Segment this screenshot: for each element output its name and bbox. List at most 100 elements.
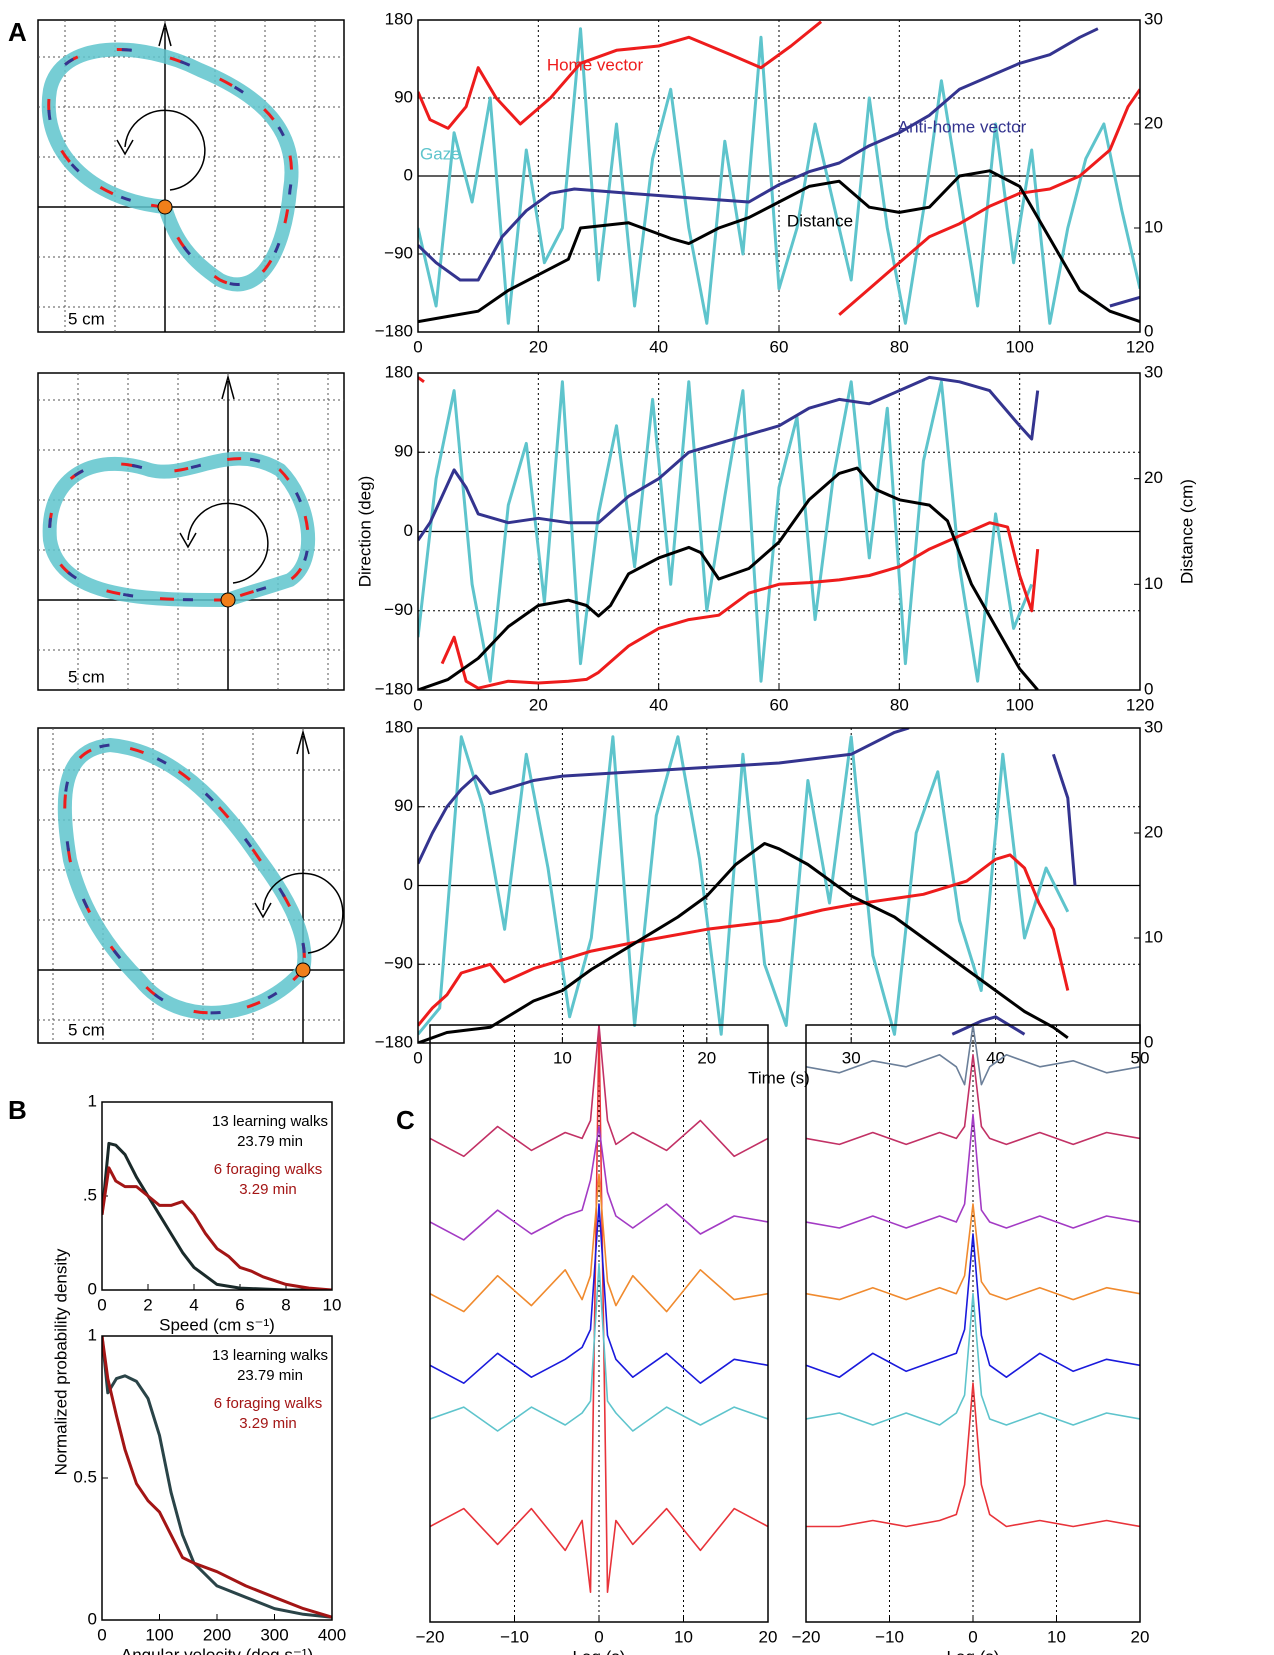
x-tick-label: 20: [1131, 1627, 1150, 1646]
x-axis-label: Lag (s): [573, 1647, 626, 1655]
x-tick-label: 10: [323, 1295, 342, 1314]
series-line: [418, 20, 1140, 316]
series-line: [102, 1336, 332, 1619]
x-tick-label: 20: [697, 1048, 716, 1067]
y-tick-label: 0: [404, 875, 413, 894]
y-tick-label: 180: [385, 717, 413, 736]
series-line: [418, 169, 1140, 324]
north-arrow: [296, 729, 310, 755]
y-tick-label: −180: [375, 679, 413, 698]
x-tick-label: 6: [235, 1295, 244, 1314]
x-tick-label: −20: [792, 1627, 821, 1646]
x-tick-label: 100: [1005, 695, 1033, 714]
y-tick-label: −90: [384, 600, 413, 619]
trajectory-path: [47, 48, 293, 286]
y-tick-label: .5: [83, 1185, 97, 1204]
x-tick-label: 300: [260, 1625, 288, 1644]
x-tick-label: 120: [1126, 337, 1154, 356]
turn-arrow-head: [116, 139, 134, 156]
series-line: [418, 466, 1039, 690]
series-line: [806, 1233, 1140, 1378]
y-tick-label: 180: [385, 362, 413, 381]
x-tick-label: 0: [97, 1295, 106, 1314]
y2-tick-label: 20: [1144, 113, 1163, 132]
trajectory-frame: [37, 727, 345, 1044]
x-tick-label: 20: [529, 337, 548, 356]
x-tick-label: 0: [594, 1627, 603, 1646]
series-line: [430, 1263, 768, 1432]
annotation: 23.79 min: [237, 1133, 303, 1150]
turn-arrow: [187, 502, 269, 584]
series-line: [418, 27, 1140, 325]
x-axis-label: Speed (cm s⁻¹): [159, 1315, 275, 1334]
annotation: 6 foraging walks: [214, 1395, 322, 1412]
north-arrow: [158, 21, 172, 47]
x-tick-label: 0: [413, 695, 422, 714]
x-tick-label: 10: [1047, 1627, 1066, 1646]
y-tick-label: 1: [88, 1325, 97, 1344]
series-line: [418, 842, 1069, 1043]
annotation: 3.29 min: [239, 1415, 297, 1432]
x-tick-label: 20: [529, 695, 548, 714]
scale-label: 5 cm: [68, 309, 105, 328]
series-line: [806, 1382, 1140, 1528]
y-tick-label: 0: [88, 1609, 97, 1628]
nest: [295, 962, 311, 978]
series-line: [418, 735, 1070, 1036]
x-tick-label: 120: [1126, 695, 1154, 714]
plot-frame: [429, 1024, 769, 1623]
series-line: [806, 1054, 1140, 1146]
plot-frame: [101, 1335, 333, 1621]
y-axis-label: Normalized probability density: [51, 1248, 70, 1475]
y2-tick-label: 30: [1144, 9, 1163, 28]
y2-tick-label: 30: [1144, 362, 1163, 381]
trajectory-path: [48, 457, 310, 602]
x-tick-label: 0: [413, 337, 422, 356]
x-tick-label: 400: [318, 1625, 346, 1644]
x-axis-label: Angular velocity (deg s⁻¹): [121, 1645, 313, 1655]
x-tick-label: 30: [842, 1048, 861, 1067]
x-tick-label: 40: [649, 695, 668, 714]
plot-frame: [417, 727, 1141, 1044]
nest: [220, 592, 236, 608]
series-line: [102, 1336, 332, 1619]
annotation: 6 foraging walks: [214, 1161, 322, 1178]
y-tick-label: −90: [384, 954, 413, 973]
x-tick-label: 60: [770, 695, 789, 714]
y2-tick-label: 0: [1144, 321, 1153, 340]
trajectory-frame: [37, 19, 345, 333]
series-line: [430, 1125, 768, 1241]
nest: [157, 199, 173, 215]
x-tick-label: 8: [281, 1295, 290, 1314]
series-line: [430, 1173, 768, 1313]
y2-tick-label: 10: [1144, 927, 1163, 946]
series-line: [430, 1025, 768, 1158]
x-tick-label: 40: [649, 337, 668, 356]
y-tick-label: 0: [88, 1279, 97, 1298]
trajectory-path: [47, 48, 293, 286]
y2-tick-label: 20: [1144, 822, 1163, 841]
trajectory-path: [63, 743, 306, 1015]
y-tick-label: −180: [375, 1032, 413, 1051]
scale-label: 5 cm: [68, 1020, 105, 1039]
y2-tick-label: 10: [1144, 574, 1163, 593]
series-line: [430, 1025, 768, 1593]
x-tick-label: 4: [189, 1295, 198, 1314]
y-tick-label: 0: [404, 165, 413, 184]
x-tick-label: 100: [145, 1625, 173, 1644]
x-tick-label: 20: [759, 1627, 778, 1646]
y2-tick-label: 20: [1144, 468, 1163, 487]
y-tick-label: −180: [375, 321, 413, 340]
y2-tick-label: 0: [1144, 679, 1153, 698]
annotation: 3.29 min: [239, 1181, 297, 1198]
y-tick-label: 90: [394, 87, 413, 106]
series-line: [806, 1025, 1140, 1086]
trajectory-frame: [37, 372, 345, 691]
panel-letter: C: [396, 1105, 415, 1135]
plot-frame: [417, 372, 1141, 691]
x-axis-label: Lag (s): [947, 1647, 1000, 1655]
series-line: [418, 380, 1034, 683]
x-tick-label: 100: [1005, 337, 1033, 356]
annotation: 13 learning walks: [212, 1347, 328, 1364]
